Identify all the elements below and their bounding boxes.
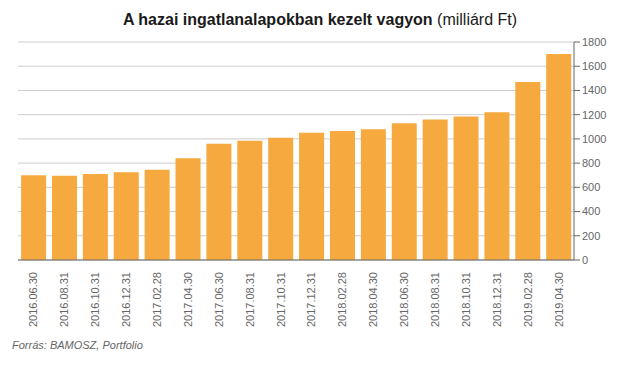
svg-text:2018.02.28: 2018.02.28 [336,272,348,327]
svg-text:2018.12.31: 2018.12.31 [491,272,503,327]
svg-text:2019.04.30: 2019.04.30 [553,272,565,327]
svg-text:2017.08.31: 2017.08.31 [244,272,256,327]
svg-text:200: 200 [582,230,600,242]
svg-text:0: 0 [582,254,588,266]
svg-text:1600: 1600 [582,60,606,72]
svg-text:2017.04.30: 2017.04.30 [182,272,194,327]
svg-text:600: 600 [582,181,600,193]
svg-text:2017.12.31: 2017.12.31 [305,272,317,327]
svg-text:2018.06.30: 2018.06.30 [398,272,410,327]
svg-text:2016.06.30: 2016.06.30 [27,272,39,327]
svg-text:1400: 1400 [582,84,606,96]
svg-text:2016.12.31: 2016.12.31 [120,272,132,327]
svg-text:1200: 1200 [582,109,606,121]
svg-text:2018.08.31: 2018.08.31 [429,272,441,327]
svg-text:2017.06.30: 2017.06.30 [213,272,225,327]
svg-text:2016.08.31: 2016.08.31 [58,272,70,327]
svg-text:2018.10.31: 2018.10.31 [460,272,472,327]
svg-text:1800: 1800 [582,36,606,48]
svg-text:2016.10.31: 2016.10.31 [89,272,101,327]
svg-text:2017.10.31: 2017.10.31 [275,272,287,327]
html-text:A hazai ingatlanalapokban keze: A hazai ingatlanalapokban kezelt vagyon … [122,11,518,28]
svg-text:800: 800 [582,157,600,169]
svg-text:2018.04.30: 2018.04.30 [367,272,379,327]
svg-text:400: 400 [582,205,600,217]
svg-text:1000: 1000 [582,133,606,145]
html-text:Forrás: BAMOSZ, Portfolio: Forrás: BAMOSZ, Portfolio [12,339,143,351]
svg-text:2017.02.28: 2017.02.28 [151,272,163,327]
svg-text:2019.02.28: 2019.02.28 [522,272,534,327]
